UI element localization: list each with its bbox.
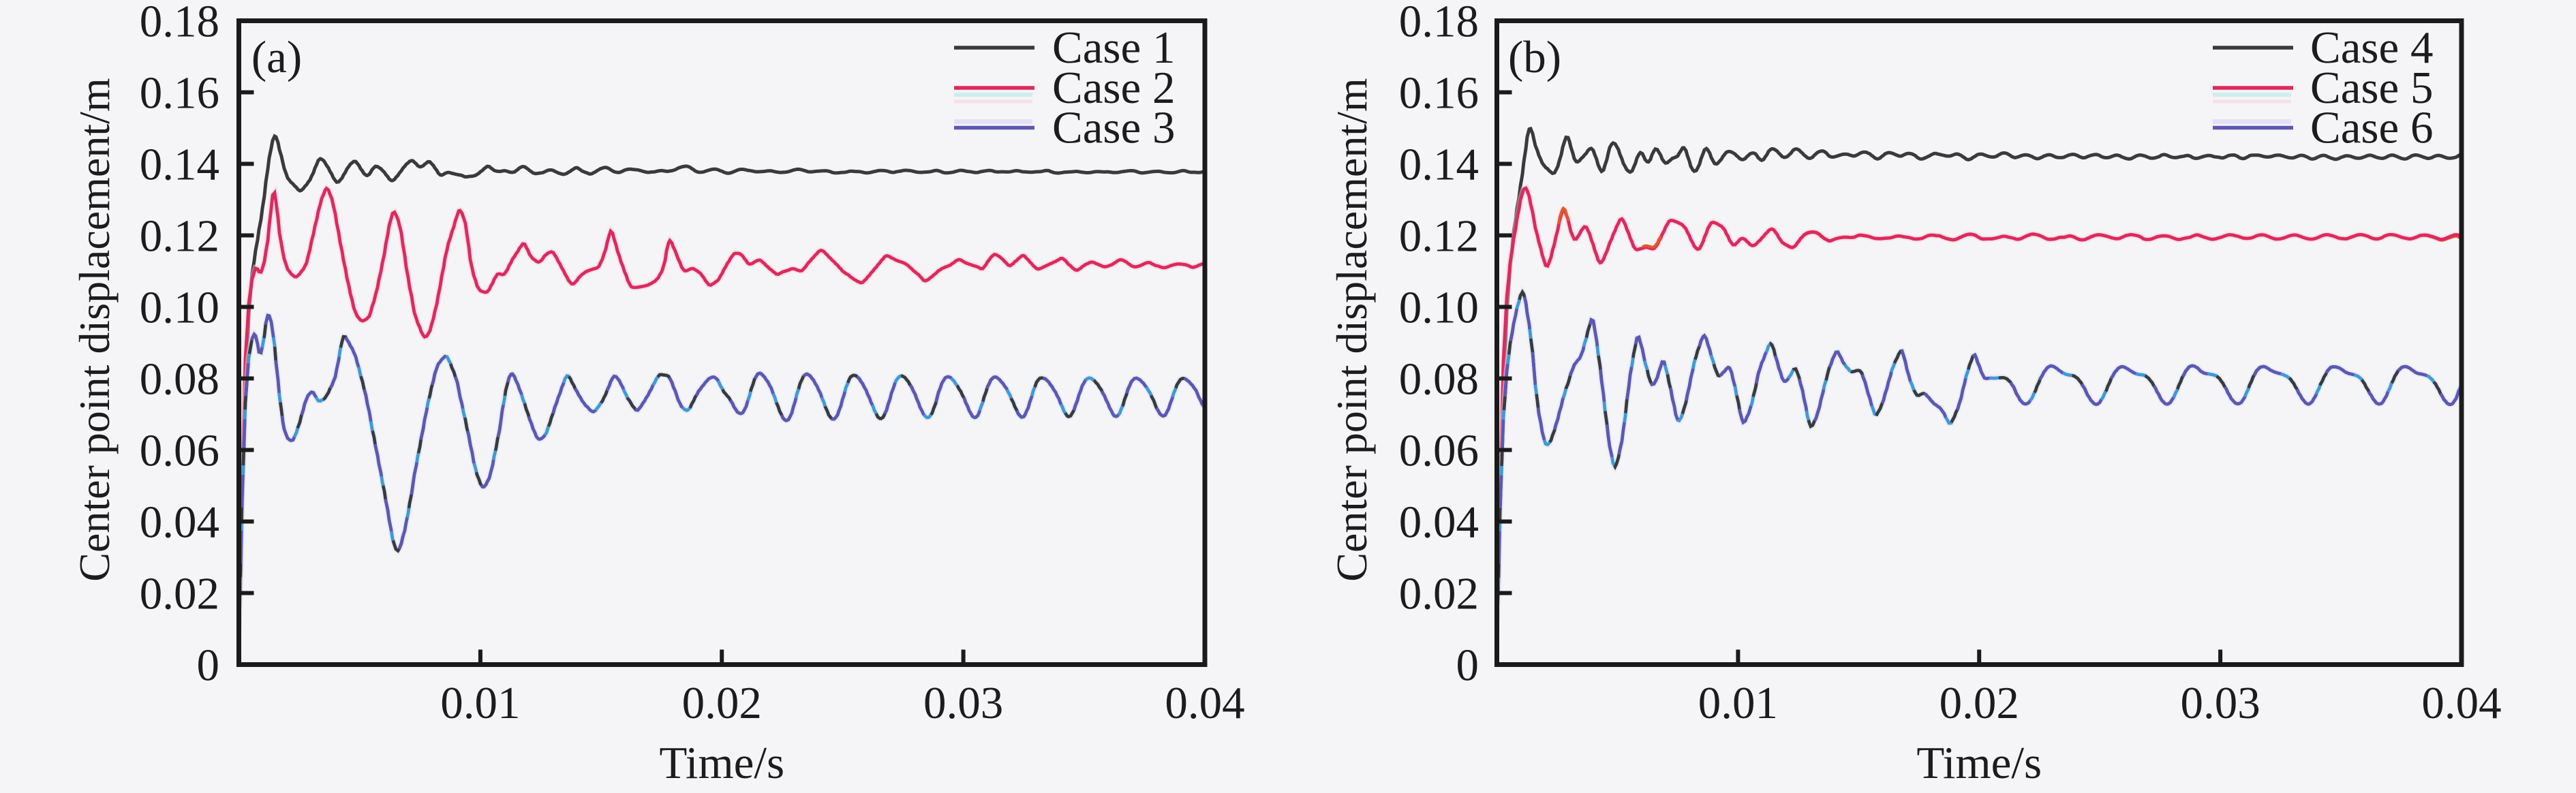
svg-text:0.18: 0.18 [140,0,219,47]
svg-text:(b): (b) [1508,32,1561,82]
svg-text:Center point displacement/m: Center point displacement/m [1328,78,1376,581]
svg-text:0.02: 0.02 [1939,678,2019,728]
svg-text:0.10: 0.10 [140,283,219,333]
svg-text:0.04: 0.04 [2421,678,2501,728]
svg-text:0.10: 0.10 [1399,283,1479,333]
svg-text:Case 1: Case 1 [1052,22,1176,73]
svg-text:0: 0 [1456,640,1479,691]
svg-text:0.04: 0.04 [1165,678,1244,728]
svg-text:0.12: 0.12 [1399,211,1479,262]
svg-text:0.04: 0.04 [140,497,219,548]
svg-text:0.02: 0.02 [140,569,219,619]
svg-text:Case 6: Case 6 [2310,103,2434,153]
svg-text:0.14: 0.14 [140,140,219,190]
svg-text:(a): (a) [251,32,302,82]
svg-text:0.03: 0.03 [923,678,1003,728]
svg-text:Case 4: Case 4 [2310,22,2434,73]
svg-text:0.18: 0.18 [1399,0,1479,47]
svg-text:0.12: 0.12 [140,211,219,262]
svg-text:0.03: 0.03 [2180,678,2260,728]
svg-text:0.06: 0.06 [140,426,219,476]
svg-text:0.16: 0.16 [1399,68,1479,119]
svg-text:0.02: 0.02 [682,678,762,728]
svg-text:0: 0 [197,640,220,691]
svg-text:0.06: 0.06 [1399,426,1479,476]
svg-text:0.04: 0.04 [1399,497,1479,548]
svg-text:0.02: 0.02 [1399,569,1479,619]
svg-text:0.14: 0.14 [1399,140,1479,190]
svg-text:0.01: 0.01 [1698,678,1778,728]
svg-text:0.08: 0.08 [1399,354,1479,405]
svg-text:Case 5: Case 5 [2310,63,2434,113]
svg-text:Case 2: Case 2 [1052,63,1176,113]
svg-text:Time/s: Time/s [1916,738,2042,788]
svg-text:0.01: 0.01 [440,678,520,728]
svg-text:Time/s: Time/s [659,738,784,788]
svg-text:Center point displacement/m: Center point displacement/m [70,78,119,581]
svg-text:0.08: 0.08 [140,354,219,405]
svg-text:Case 3: Case 3 [1052,103,1176,153]
svg-text:0.16: 0.16 [140,68,219,119]
